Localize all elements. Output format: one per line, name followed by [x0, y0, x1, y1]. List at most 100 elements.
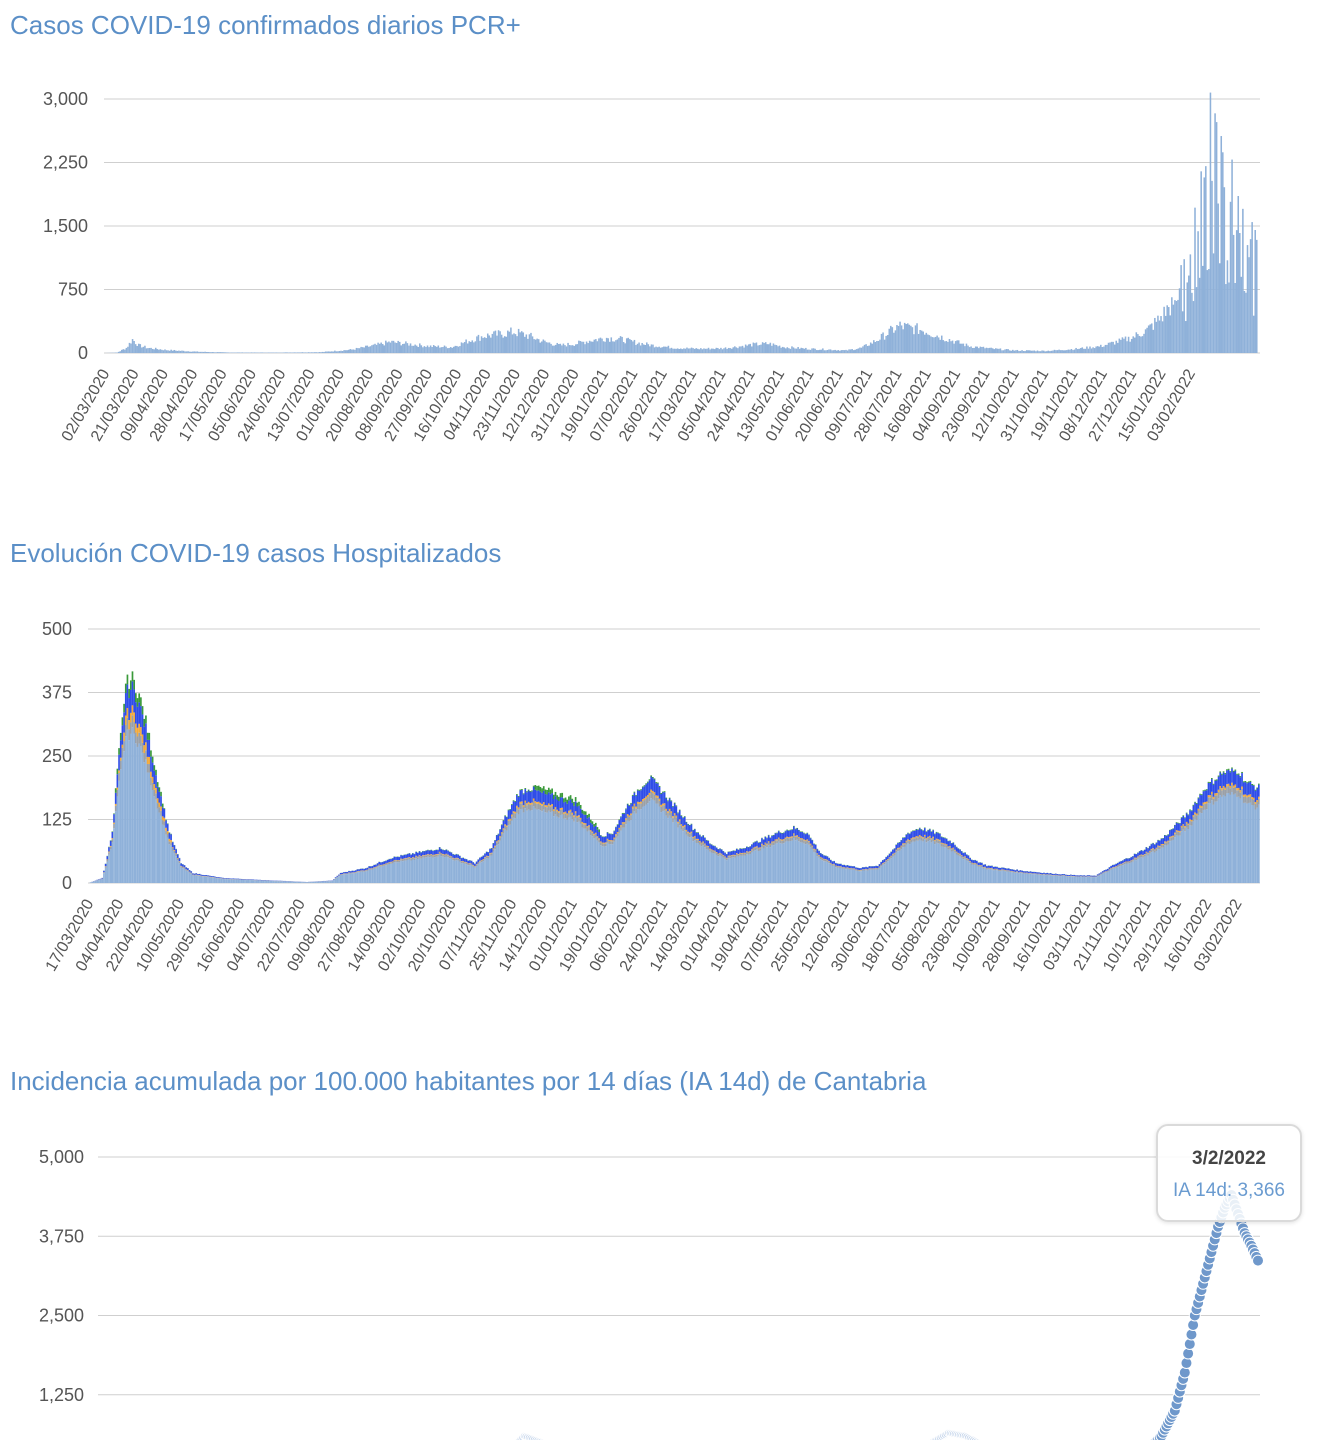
- chart2-bar-green: [917, 829, 919, 830]
- chart2-bar-blue: [975, 860, 978, 864]
- chart2-bar-gray: [861, 869, 864, 871]
- chart2-bar-orange: [1221, 788, 1223, 791]
- chart2-bar-orange: [128, 720, 130, 730]
- chart2-bar-orange: [1202, 802, 1205, 805]
- chart2-bar-gray: [150, 777, 152, 786]
- chart2-bar-orange: [782, 839, 785, 841]
- chart2-bar-orange: [628, 815, 631, 818]
- chart2-bar-gray: [591, 832, 594, 837]
- chart1-bar: [624, 343, 626, 353]
- chart2-bar-main: [1051, 875, 1054, 883]
- chart2-bar-blue: [907, 833, 909, 840]
- chart2-bar-gray: [771, 842, 773, 846]
- chart2-bar-main: [492, 851, 495, 883]
- chart2-bar-gray: [621, 823, 624, 828]
- chart2-bar-green: [801, 831, 804, 833]
- chart2-bar-blue: [1081, 875, 1084, 877]
- chart2-bar-main: [1140, 857, 1143, 883]
- chart2-bar-green: [150, 750, 152, 757]
- chart2-bar-main: [715, 854, 718, 883]
- chart2-bar-green: [581, 809, 584, 814]
- chart2-bar-orange: [1224, 787, 1227, 790]
- chart2-bar-blue: [898, 842, 901, 848]
- chart2-bar-orange: [756, 846, 758, 848]
- chart2-bar-main: [794, 840, 797, 883]
- chart2-bar-blue: [695, 832, 698, 839]
- chart2-bar-gray: [450, 856, 453, 859]
- chart2-bar-blue: [1021, 870, 1023, 873]
- chart2-bar-main: [249, 880, 251, 883]
- chart2-bar-gray: [133, 722, 136, 734]
- chart1-bar: [981, 347, 983, 353]
- chart2-bar-blue: [705, 840, 708, 846]
- chart1-bar: [931, 337, 934, 353]
- chart2-bar-blue: [957, 848, 960, 853]
- chart2-bar-blue: [1024, 871, 1027, 873]
- chart2-bar-orange: [1170, 836, 1173, 838]
- chart1-bar: [1019, 350, 1022, 353]
- chart2-bar-green: [593, 824, 595, 827]
- chart1-bar: [298, 352, 301, 353]
- chart1-bar: [161, 349, 163, 353]
- chart1-bar: [1186, 282, 1189, 353]
- chart1-bar: [1012, 349, 1014, 353]
- chart2-bar-green: [678, 809, 681, 811]
- chart2-bar-gray: [1256, 802, 1258, 808]
- chart2-bar-main: [663, 810, 666, 883]
- chart2-bar-main: [1078, 877, 1081, 883]
- chart2-bar-green: [584, 811, 587, 815]
- chart2-bar-gray: [418, 855, 421, 858]
- chart2-bar-orange: [722, 855, 725, 856]
- chart2-bar-gray: [840, 866, 842, 868]
- chart2-bar-blue: [809, 838, 812, 844]
- chart2-bar-main: [341, 874, 344, 883]
- chart2-bar-main: [887, 861, 889, 883]
- chart2-bar-main: [759, 850, 762, 883]
- chart2-bar-blue: [621, 813, 624, 823]
- chart2-bar-blue: [1185, 813, 1188, 822]
- chart2-bar-blue: [1133, 853, 1136, 858]
- chart2-bar-blue: [163, 808, 166, 818]
- chart2-bar-orange: [484, 857, 486, 858]
- chart2-bar-main: [729, 858, 731, 883]
- chart2-bar-blue: [385, 860, 387, 864]
- chart2-bar-orange: [927, 836, 929, 838]
- chart2-bar-gray: [1194, 814, 1196, 820]
- chart2-bar-orange: [1232, 785, 1235, 788]
- chart2-bar-blue: [198, 873, 201, 876]
- chart2-bar-gray: [1180, 827, 1183, 832]
- chart2-bar-main: [433, 857, 436, 883]
- chart2-bar-gray: [1007, 870, 1010, 872]
- chart2-bar-main: [633, 811, 636, 883]
- chart2-bar-main: [1014, 872, 1017, 883]
- chart2-bar-gray: [744, 853, 747, 856]
- chart1-bar: [494, 330, 497, 353]
- chart2-bar-gray: [798, 837, 800, 842]
- chart1-bar: [897, 325, 900, 353]
- chart2-bar-orange: [779, 839, 782, 841]
- chart1-bar: [1147, 325, 1150, 353]
- chart2-bar-main: [1231, 791, 1233, 883]
- chart1-bar: [182, 350, 185, 353]
- chart2-bar-orange: [403, 858, 406, 859]
- chart2-bar-main: [667, 817, 669, 883]
- chart2-bar-blue: [596, 829, 599, 837]
- chart2-bar-orange: [636, 801, 639, 804]
- chart2-bar-gray: [190, 872, 193, 874]
- chart2-bar-blue: [131, 681, 134, 706]
- chart2-bar-blue: [1246, 783, 1248, 796]
- chart2-bar-main: [93, 881, 95, 883]
- chart2-bar-main: [1111, 868, 1114, 883]
- chart2-bar-gray: [599, 842, 602, 846]
- chart2-bar-orange: [735, 853, 738, 854]
- chart2-bar-green: [591, 821, 594, 825]
- chart2-bar-orange: [900, 845, 903, 847]
- chart2-bar-blue: [772, 835, 775, 842]
- chart2-bar-green: [697, 832, 700, 833]
- chart1-bar: [883, 339, 886, 353]
- chart2-bar-blue: [1044, 873, 1047, 875]
- chart2-bar-main: [1098, 875, 1101, 883]
